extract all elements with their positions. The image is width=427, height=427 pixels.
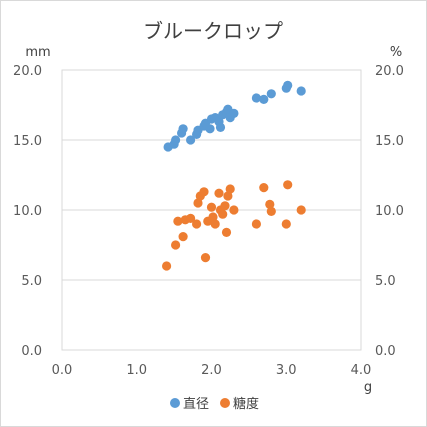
sugar-point: [200, 253, 211, 263]
sugar-point: [259, 183, 269, 193]
diameter-point: [178, 124, 188, 134]
diameter-point: [171, 135, 181, 145]
sugar-point: [229, 205, 239, 215]
x-axis-ticks: 0.0 1.0 2.0 3.0 4.0: [52, 363, 372, 378]
y-right-tick-label: 5.0: [375, 274, 396, 289]
sugar-point: [221, 227, 232, 237]
sugar-point: [171, 240, 181, 250]
sugar-point: [178, 232, 188, 242]
legend-label-diameter: 直径: [183, 397, 209, 412]
x-tick-label: 0.0: [52, 363, 73, 378]
sugar-point: [193, 198, 203, 208]
y-right-tick-label: 10.0: [375, 204, 404, 219]
y-left-axis-ticks: 0.0 5.0 10.0 15.0 20.0: [13, 64, 42, 359]
legend-marker-diameter: [170, 398, 180, 408]
y-left-tick-label: 15.0: [13, 134, 42, 149]
sugar-point: [220, 201, 230, 211]
x-tick-label: 1.0: [126, 363, 147, 378]
sugar-point: [199, 187, 209, 197]
legend: 直径 糖度: [170, 396, 259, 412]
y-left-tick-label: 20.0: [13, 64, 42, 79]
legend-marker-sugar: [220, 398, 230, 408]
plot-frame: [61, 69, 362, 351]
diameter-point: [251, 93, 261, 103]
x-tick-label: 4.0: [351, 363, 372, 378]
y-left-tick-label: 0.0: [21, 344, 42, 359]
diameter-point: [259, 94, 269, 104]
diameter-point: [283, 80, 293, 90]
sugar-point: [210, 219, 220, 229]
y-right-axis-ticks: 0.0 5.0 10.0 15.0 20.0: [375, 64, 404, 359]
diameter-point: [296, 86, 306, 96]
y-right-tick-label: 15.0: [375, 134, 404, 149]
sugar-point: [223, 191, 233, 201]
sugar-point: [192, 219, 202, 229]
sugar-point: [281, 219, 291, 229]
sugar-point: [214, 188, 224, 198]
sugar-point: [162, 261, 172, 271]
sugar-point: [173, 216, 183, 226]
sugar-point: [266, 206, 276, 216]
sugar-point: [225, 184, 235, 194]
sugar-point: [206, 202, 217, 212]
sugar-point: [265, 199, 275, 209]
sugar-point: [218, 209, 228, 219]
y-right-unit-label: %: [390, 45, 402, 60]
y-right-tick-label: 20.0: [375, 64, 404, 79]
x-unit-label: g: [364, 380, 372, 395]
diameter-point: [186, 135, 196, 145]
x-tick-label: 3.0: [276, 363, 297, 378]
y-left-tick-label: 10.0: [13, 204, 42, 219]
diameter-point: [229, 108, 239, 118]
y-left-unit-label: mm: [25, 45, 50, 60]
sugar-point: [208, 212, 218, 222]
diameter-point: [215, 122, 226, 132]
sugar-point: [186, 213, 196, 223]
diameter-point: [205, 124, 215, 134]
plot-area: [61, 69, 362, 351]
sugar-point: [296, 205, 306, 215]
y-right-tick-label: 0.0: [375, 344, 396, 359]
diameter-point: [266, 89, 276, 99]
data-points: [162, 80, 306, 271]
chart-title: ブルークロップ: [143, 19, 283, 43]
sugar-point: [251, 219, 261, 229]
legend-label-sugar: 糖度: [233, 396, 259, 412]
x-tick-label: 2.0: [201, 363, 222, 378]
sugar-point: [283, 180, 293, 190]
y-left-tick-label: 5.0: [21, 274, 42, 289]
